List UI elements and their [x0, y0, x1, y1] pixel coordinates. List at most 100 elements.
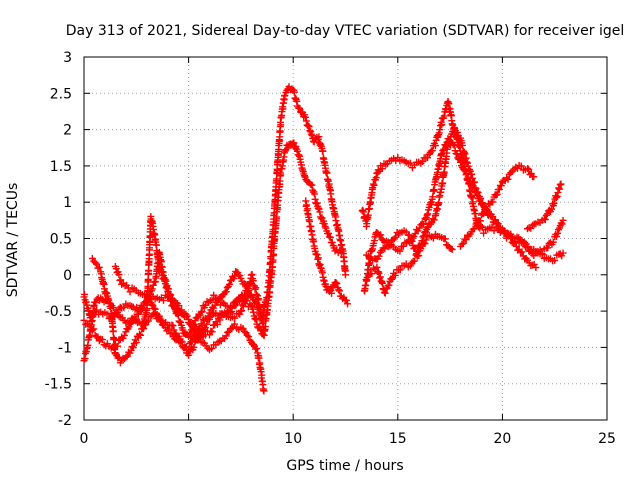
data-point	[391, 271, 399, 279]
x-tick-label: 0	[80, 431, 89, 447]
data-point	[551, 256, 559, 264]
data-point	[385, 281, 393, 289]
y-axis-label: SDTVAR / TECUs	[5, 183, 21, 298]
data-point	[553, 233, 561, 241]
data-point	[198, 308, 206, 316]
data-point	[183, 312, 191, 320]
data-point	[325, 229, 333, 237]
data-point	[511, 238, 519, 246]
data-point	[259, 330, 267, 338]
data-point	[503, 174, 511, 182]
data-point	[115, 271, 123, 279]
data-point	[555, 184, 563, 192]
data-point	[558, 220, 566, 228]
data-point	[179, 326, 187, 334]
data-point	[240, 299, 248, 307]
data-point	[504, 175, 512, 183]
data-point	[231, 320, 239, 328]
data-point	[192, 332, 200, 340]
data-point	[530, 245, 538, 253]
data-point	[326, 233, 334, 241]
data-point	[462, 236, 470, 244]
data-point	[459, 239, 467, 247]
data-point	[260, 325, 268, 333]
data-point	[518, 248, 526, 256]
data-point	[318, 214, 326, 222]
series-track-l	[524, 180, 565, 233]
data-point	[381, 289, 389, 297]
data-point	[336, 287, 344, 295]
data-point	[233, 298, 241, 306]
data-point	[314, 204, 322, 212]
y-tick-label: 0.5	[50, 232, 72, 248]
data-point	[386, 241, 394, 249]
data-point	[122, 353, 130, 361]
data-point	[290, 88, 298, 96]
data-point	[532, 264, 540, 272]
data-point	[415, 224, 423, 232]
data-point	[94, 264, 102, 272]
data-point	[222, 288, 230, 296]
data-point	[159, 296, 167, 304]
data-point	[423, 224, 431, 232]
data-point	[164, 285, 172, 293]
data-point	[495, 185, 503, 193]
data-point	[157, 317, 165, 325]
series-track-c	[80, 83, 349, 365]
data-point	[450, 124, 458, 132]
data-point	[208, 345, 216, 353]
data-point	[245, 333, 253, 341]
data-point	[150, 304, 158, 312]
data-point	[331, 247, 339, 255]
data-point	[553, 229, 561, 237]
data-point	[98, 336, 106, 344]
data-point	[185, 346, 193, 354]
data-point	[166, 290, 174, 298]
data-point	[524, 165, 532, 173]
data-point	[188, 338, 196, 346]
data-point	[421, 240, 429, 248]
data-point	[151, 305, 159, 313]
data-point	[428, 147, 436, 155]
data-point	[458, 240, 466, 248]
data-point	[405, 231, 413, 239]
data-point	[175, 317, 183, 325]
data-point	[556, 181, 564, 189]
data-point	[154, 313, 162, 321]
data-point	[542, 211, 550, 219]
data-point	[232, 301, 240, 309]
data-point	[554, 189, 562, 197]
data-point	[550, 199, 558, 207]
data-point	[497, 182, 505, 190]
data-point	[216, 316, 224, 324]
data-point	[204, 312, 212, 320]
data-point	[155, 312, 163, 320]
data-point	[420, 220, 428, 228]
data-point	[301, 113, 309, 121]
series-track-e	[111, 262, 251, 354]
data-point	[406, 159, 414, 167]
data-point	[552, 194, 560, 202]
data-point	[143, 291, 151, 299]
data-point	[237, 307, 245, 315]
data-point	[394, 230, 402, 238]
data-point	[364, 211, 372, 219]
data-point	[422, 236, 430, 244]
grid	[84, 57, 607, 420]
data-point	[258, 371, 266, 379]
data-point	[284, 144, 292, 152]
data-point	[95, 263, 103, 271]
data-point	[95, 337, 103, 345]
data-point	[148, 300, 156, 308]
data-point	[468, 194, 476, 202]
data-point	[117, 276, 125, 284]
data-point	[238, 307, 246, 315]
data-point	[378, 165, 386, 173]
data-point	[168, 329, 176, 337]
data-point	[135, 330, 143, 338]
y-tick-label: 0	[63, 268, 72, 284]
data-point	[253, 345, 261, 353]
data-point	[319, 147, 327, 155]
y-tick-label: -2	[58, 413, 72, 429]
